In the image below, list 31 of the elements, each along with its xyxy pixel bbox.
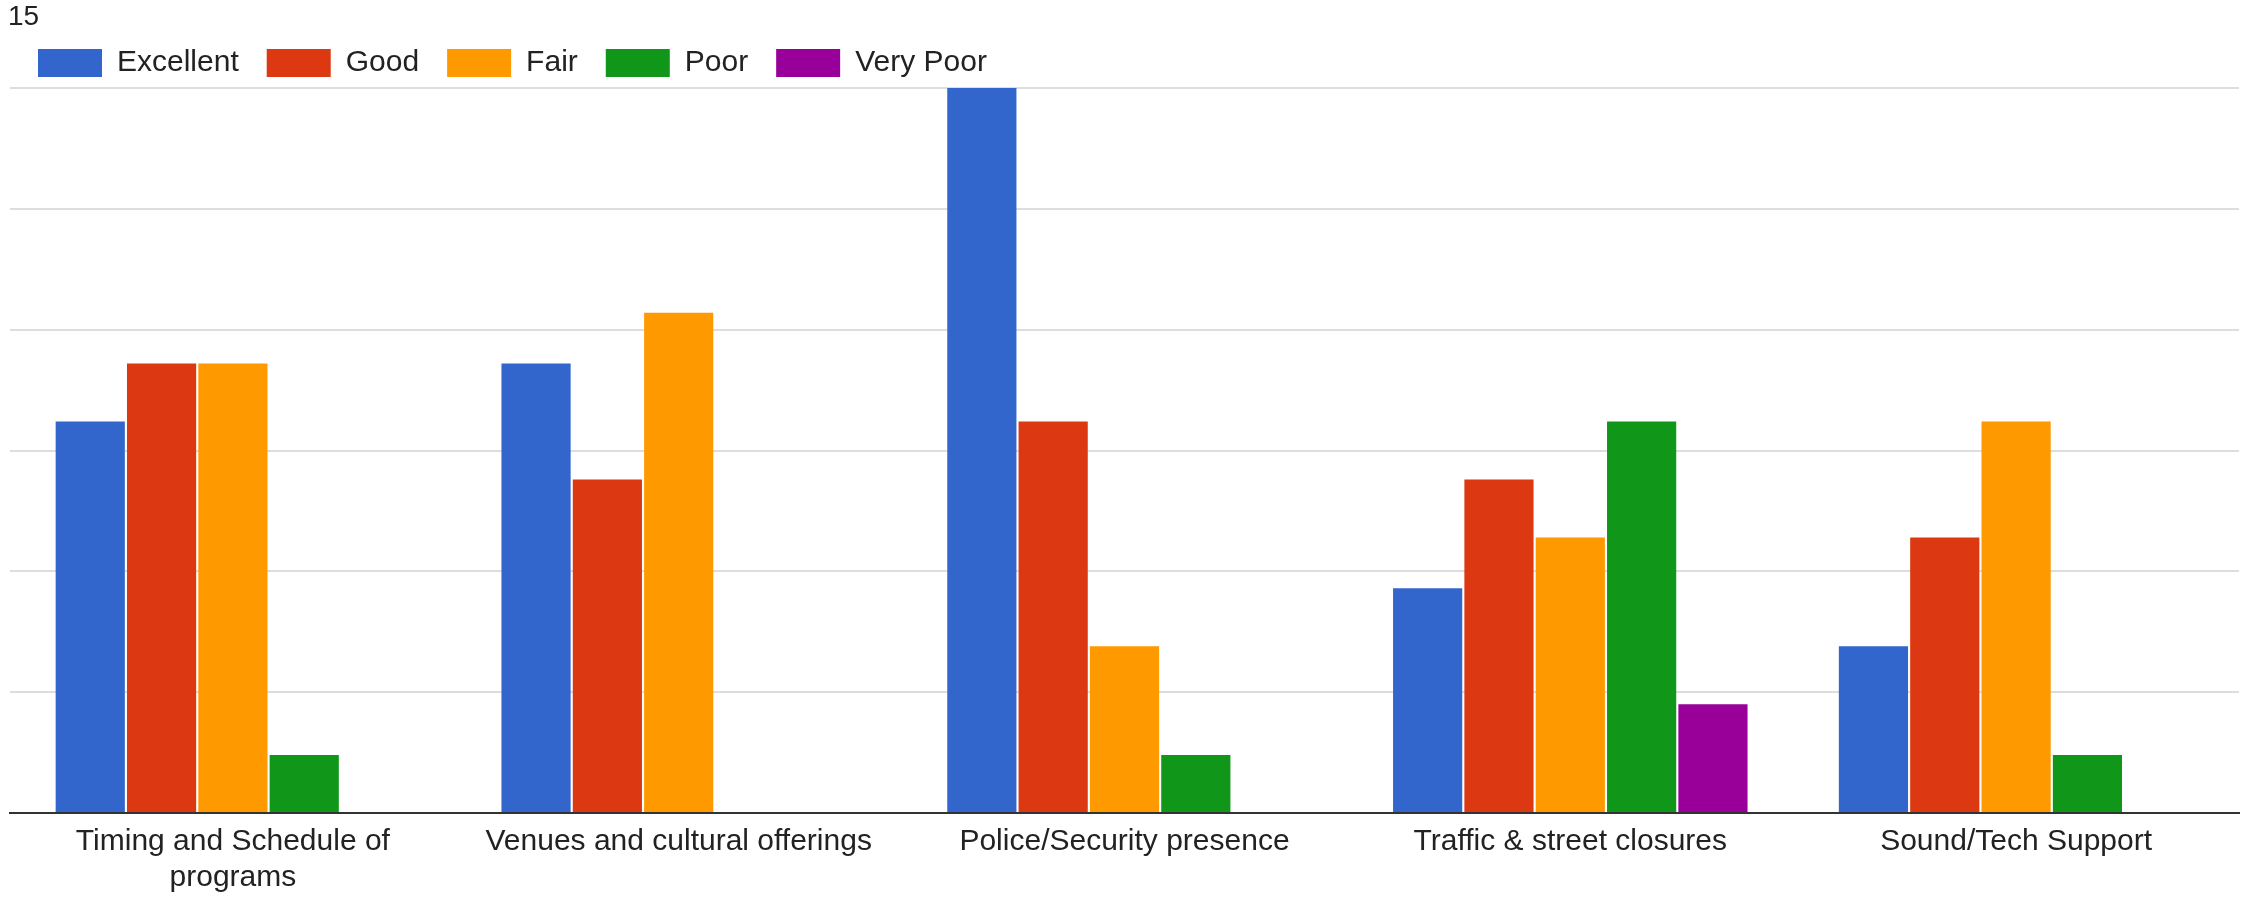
bar [269,755,339,812]
bar [572,479,642,812]
bar [55,421,125,812]
bar [2052,755,2123,812]
bar [1535,537,1605,812]
bar [1838,646,1909,812]
bar [1910,537,1980,812]
text: 15 [8,0,40,32]
bar [644,312,714,812]
bar [1018,421,1088,812]
x-tick-label: Traffic & street closures [1413,823,1728,857]
bar [1089,646,1160,812]
bar [501,363,571,812]
bar [126,363,197,812]
bar [1393,588,1463,812]
legend-label: Fair [526,44,578,78]
bar [1161,755,1231,812]
bar [1464,479,1534,812]
bar [198,363,268,812]
legend-label: Good [345,44,420,78]
x-tick-label: Police/Security presence [959,823,1290,857]
legend-label: Poor [684,44,749,78]
bar [1981,421,2051,812]
x-tick-label: Sound/Tech Support [1880,823,2153,857]
bar [947,88,1017,812]
legend-label: Very Poor [855,44,987,78]
bar [1678,704,1748,812]
legend-label: Excellent [117,44,240,78]
x-tick-label: Venues and cultural offerings [485,823,872,857]
bar [1607,421,1677,812]
x-tick-label: Timing and Schedule of programs [75,823,391,893]
